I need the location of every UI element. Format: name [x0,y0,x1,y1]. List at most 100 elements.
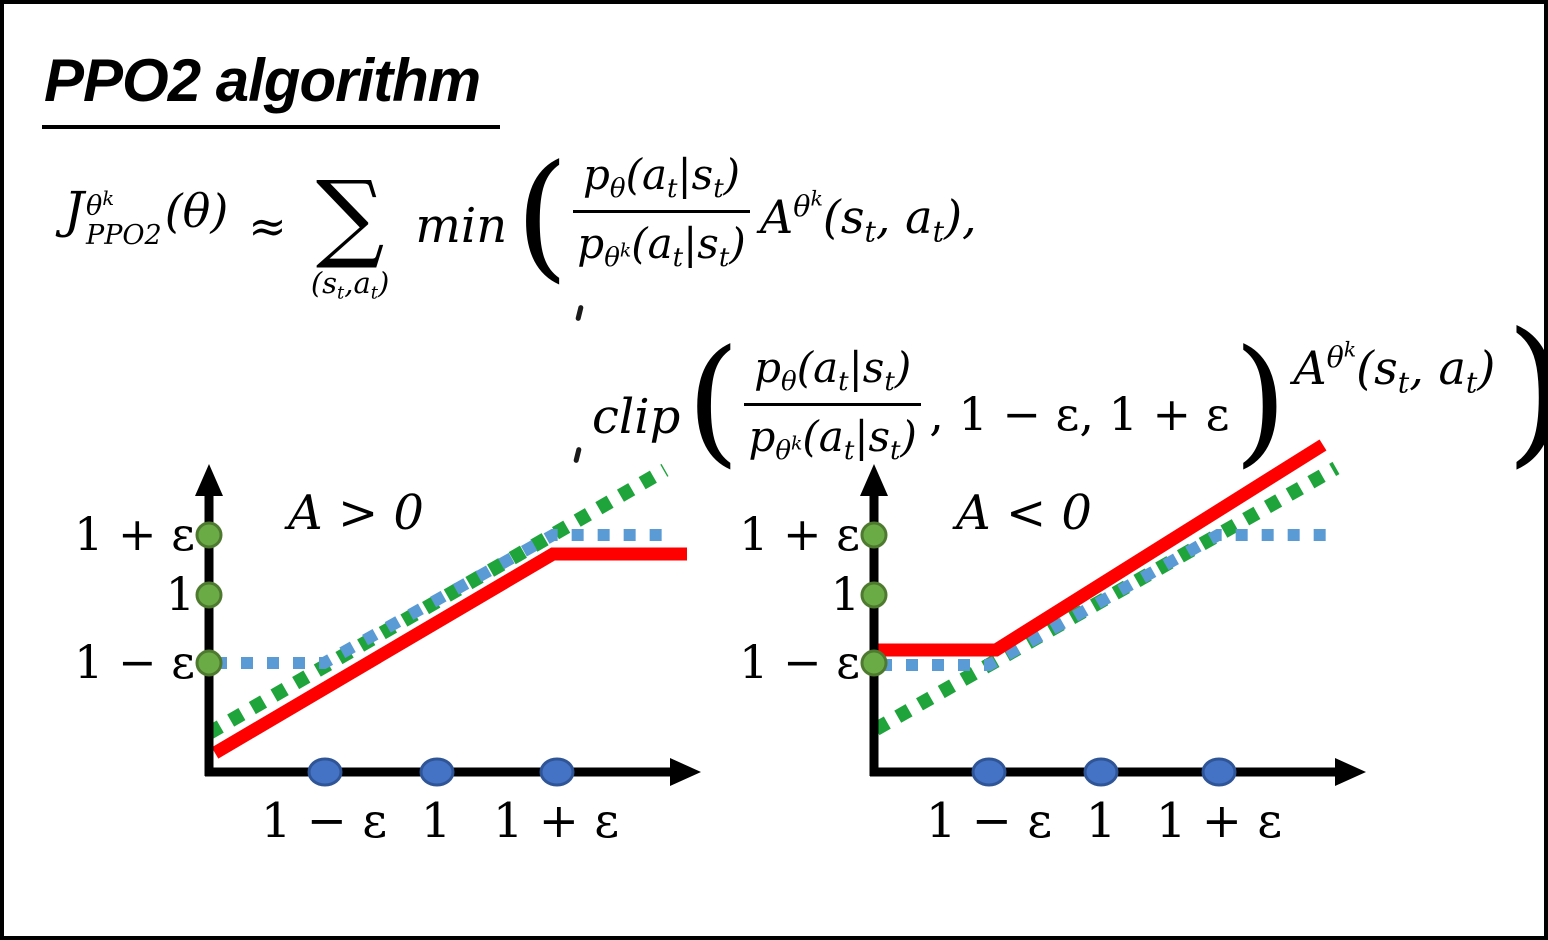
page-title: PPO2 algorithm [42,46,501,129]
math-p: p [748,412,776,461]
math-open-a: (a [796,343,839,393]
math-close: ) [900,412,917,461]
math-theta: θ [86,190,103,222]
math-t: t [838,367,849,397]
chart-a-positive: 1 + ε 1 1 − ε 1 − ε 1 1 + ε A > 0 [74,463,701,849]
y-marker-1 [195,581,223,609]
math-theta-k: θk [775,433,803,466]
clip-bounds: , 1 − ε, 1 + ε [929,386,1230,441]
math-t: t [370,282,379,304]
math-J: J [64,180,85,239]
y-marker-1minus [195,649,223,677]
y-tick-label: 1 − ε [739,635,860,689]
x-marker-1plus [1201,757,1237,787]
math-theta: θ [1326,340,1344,374]
math-close: ) [944,190,963,245]
math-open-s: (s [310,265,338,300]
y-marker-1plus [860,521,888,549]
math-k: k [1343,337,1357,362]
math-t: t [843,435,855,466]
ratio-fraction: pθ(at|st) pθk(at|st) [572,150,751,273]
math-of-theta: (θ) [164,183,229,238]
math-close: ) [729,219,746,268]
green-dotted-diagonal [205,463,669,740]
stray-mark [575,304,584,322]
fraction-denominator: pθk(at|st) [748,406,916,466]
ratio-fraction: pθ(at|st) pθk(at|st) [744,343,922,466]
math-t: t [1397,366,1410,400]
advantage-term: Aθk(st, at), [760,186,977,248]
math-t: t [667,174,678,204]
x-tick-label: 1 + ε [493,793,619,849]
condition-label: A > 0 [284,485,424,541]
math-p: p [582,150,610,200]
math-t: t [932,215,945,249]
math-bar-s: |s [677,150,714,200]
red-solid-objective [874,439,1327,657]
math-open-a: (a [802,412,844,461]
math-t: t [718,242,730,273]
math-k: k [619,240,632,262]
x-tick-label: 1 − ε [261,793,387,849]
y-marker-1plus [195,521,223,549]
open-paren-icon: ( [515,134,569,296]
open-paren-icon: ( [686,319,741,481]
math-bar-s: |s [683,219,719,268]
math-open-a: (a [625,150,667,200]
math-open-s: (s [1356,341,1398,396]
math-theta-k-sup: θk [1326,337,1357,374]
x-tick-label: 1 [1086,793,1117,849]
math-open-s: (s [822,190,865,245]
formula-line-2: clip ( pθ(at|st) pθk(at|st) , 1 − ε, 1 +… [592,312,1544,491]
fraction-numerator: pθ(at|st) [572,150,751,213]
x-marker-1 [419,757,455,787]
math-close: ) [894,343,912,393]
sum-lower-limit: (st,at) [311,266,390,303]
x-tick-label: 1 − ε [926,793,1052,849]
math-comma-a: , a [1409,341,1466,396]
x-marker-1minus [307,757,343,787]
summation-block: ∑ (st,at) [311,168,390,303]
x-axis-arrow-icon [670,758,701,786]
math-t: t [890,435,901,466]
x-tick-label: 1 [421,793,452,849]
math-close: ) [378,265,390,300]
math-theta-k: θk [604,240,632,272]
y-marker-1 [860,581,888,609]
y-tick-label: 1 [166,567,195,621]
math-t: t [337,282,345,304]
close-paren-icon: ) [1233,319,1288,481]
math-A: A [760,190,794,245]
approx-symbol: ≈ [248,198,287,253]
math-k: k [791,433,803,455]
math-theta: θ [609,174,626,204]
math-t: t [713,174,724,204]
sum-icon: ∑ [315,159,385,272]
math-t: t [884,367,895,397]
y-tick-label: 1 [831,567,860,621]
math-k: k [810,186,823,211]
math-bar-s: |s [854,412,891,461]
math-theta: θ [775,435,792,466]
clip-operator: clip [592,388,681,445]
x-marker-1minus [971,757,1007,787]
y-marker-1minus [860,649,888,677]
math-comma-a: , a [875,190,933,245]
math-theta-k-sup: θk [793,186,823,222]
math-t: t [672,242,684,273]
condition-label: A < 0 [952,485,1092,541]
y-tick-label: 1 − ε [74,635,195,689]
chart-a-negative: 1 + ε 1 1 − ε 1 − ε 1 1 + ε A < 0 [739,439,1366,849]
x-axis-arrow-icon [1335,758,1366,786]
x-marker-1 [1083,757,1119,787]
fraction-numerator: pθ(at|st) [744,343,922,406]
math-close: ) [723,150,741,200]
math-theta: θ [781,367,797,397]
math-k: k [102,187,115,211]
y-tick-label: 1 + ε [74,507,195,561]
math-p: p [577,219,605,268]
math-A: A [1293,341,1327,396]
